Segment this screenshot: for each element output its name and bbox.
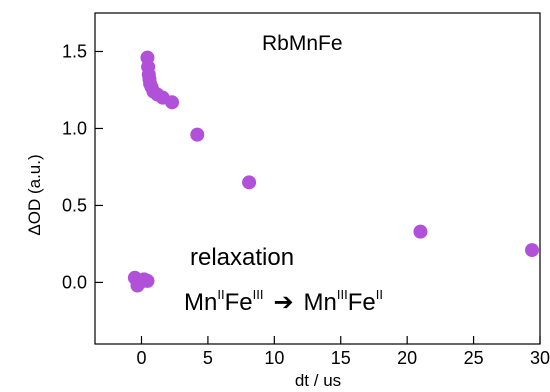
to-mn-sup: III	[337, 287, 348, 302]
x-tick-label: 20	[397, 348, 417, 368]
y-axis: 0.0 0.5 1.0 1.5	[62, 41, 103, 292]
arrow-icon: ➔	[273, 289, 293, 316]
from-mn: Mn	[184, 289, 217, 316]
data-point	[413, 224, 428, 239]
to-mn: Mn	[304, 289, 337, 316]
y-tick-label: 1.0	[62, 118, 87, 138]
data-point	[525, 243, 540, 258]
x-tick-label: 30	[530, 348, 550, 368]
y-tick-label: 1.5	[62, 41, 87, 61]
from-fe: Fe	[225, 289, 253, 316]
x-axis-label: dt / us	[295, 371, 341, 390]
y-tick-label: 0.0	[62, 272, 87, 292]
y-tick-label: 0.5	[62, 195, 87, 215]
transition-label: MnIIFeIII ➔ MnIIIFeII	[184, 287, 383, 316]
x-tick-label: 25	[464, 348, 484, 368]
data-point	[165, 95, 180, 110]
x-axis: 0 5 10 15 20 25 30	[136, 336, 550, 368]
to-fe: Fe	[348, 289, 376, 316]
x-tick-label: 10	[264, 348, 284, 368]
x-tick-label: 5	[203, 348, 213, 368]
to-fe-sup: II	[376, 287, 383, 302]
from-mn-sup: II	[217, 287, 224, 302]
process-label: relaxation	[190, 244, 294, 271]
data-point	[242, 175, 257, 190]
data-points	[127, 50, 540, 293]
x-tick-label: 0	[136, 348, 146, 368]
plot-frame	[94, 12, 541, 345]
x-tick-label: 15	[331, 348, 351, 368]
data-point	[190, 127, 205, 142]
sample-label: RbMnFe	[262, 32, 343, 55]
data-point	[140, 273, 155, 288]
y-axis-label: ΔOD (a.u.)	[25, 154, 44, 235]
from-fe-sup: III	[253, 287, 264, 302]
